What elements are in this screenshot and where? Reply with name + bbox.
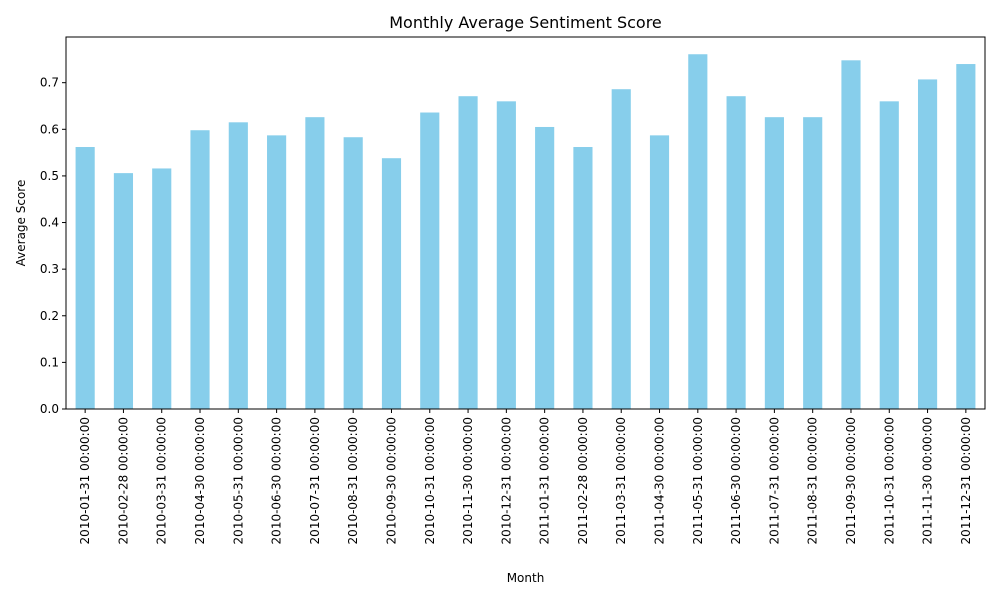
x-tick-label: 2011-09-30 00:00:00 [844,417,858,544]
bar-7 [305,117,325,409]
bar-1 [75,147,95,410]
bar-6 [267,135,287,409]
bar-5 [228,122,248,409]
x-tick-label: 2010-06-30 00:00:00 [270,417,284,544]
y-tick-label: 0.3 [40,262,59,276]
x-tick-label: 2011-06-30 00:00:00 [729,417,743,544]
x-tick-label: 2010-03-31 00:00:00 [155,417,169,544]
y-tick-label: 0.1 [40,355,59,369]
x-tick-label: 2010-01-31 00:00:00 [78,417,92,544]
bar-22 [879,101,899,410]
chart-title: Monthly Average Sentiment Score [389,13,662,32]
bar-9 [381,158,402,409]
bar-20 [803,117,823,409]
x-tick-label: 2011-01-31 00:00:00 [538,417,552,544]
bar-19 [764,117,784,409]
bar-18 [726,96,746,410]
x-tick-label: 2010-08-31 00:00:00 [346,417,360,544]
y-tick-label: 0.4 [40,216,59,230]
y-tick-label: 0.2 [40,309,59,323]
x-tick-label: 2011-07-31 00:00:00 [767,417,781,544]
bar-13 [535,126,555,410]
x-tick-label: 2010-04-30 00:00:00 [193,417,207,544]
x-tick-label: 2011-11-30 00:00:00 [921,417,935,544]
x-tick-label: 2010-02-28 00:00:00 [116,417,130,544]
x-axis-label: Month [507,571,545,585]
bar-3 [152,168,172,409]
bar-16 [649,135,670,409]
bar-4 [190,130,210,409]
x-tick-label: 2011-03-31 00:00:00 [614,417,628,544]
bar-11 [458,96,478,410]
bar-24 [956,64,976,409]
bar-23 [917,79,938,409]
x-tick-label: 2010-12-31 00:00:00 [499,417,513,544]
x-tick-label: 2010-10-31 00:00:00 [423,417,437,544]
bar-12 [496,101,516,410]
y-axis: 0.0 0.1 0.2 0.3 0.4 0.5 0.6 0.7 [40,76,66,416]
x-tick-label: 2010-09-30 00:00:00 [384,417,398,544]
x-tick-label: 2010-07-31 00:00:00 [308,417,322,544]
x-tick-label: 2011-04-30 00:00:00 [653,417,667,544]
x-tick-label: 2011-12-31 00:00:00 [959,417,973,544]
bars-group [75,54,976,410]
x-tick-label: 2011-10-31 00:00:00 [882,417,896,544]
y-axis-label: Average Score [14,180,28,267]
x-tick-label: 2011-08-31 00:00:00 [806,417,820,544]
bar-2 [113,173,134,409]
x-tick-label: 2010-05-31 00:00:00 [231,417,245,544]
x-tick-label: 2011-02-28 00:00:00 [576,417,590,544]
x-axis: 2010-01-31 00:00:00 2010-02-28 00:00:00 20… [78,409,973,544]
x-tick-label: 2011-05-31 00:00:00 [691,417,705,544]
y-tick-label: 0.7 [40,76,59,90]
bar-15 [611,89,631,410]
bar-21 [841,60,861,410]
bar-17 [688,54,708,410]
y-tick-label: 0.0 [40,402,59,416]
y-tick-label: 0.6 [40,122,59,136]
y-tick-label: 0.5 [40,169,59,183]
bar-10 [420,112,440,409]
x-tick-label: 2010-11-30 00:00:00 [461,417,475,544]
plot-frame [65,36,986,410]
bar-8 [343,137,363,409]
bar-14 [573,147,593,410]
